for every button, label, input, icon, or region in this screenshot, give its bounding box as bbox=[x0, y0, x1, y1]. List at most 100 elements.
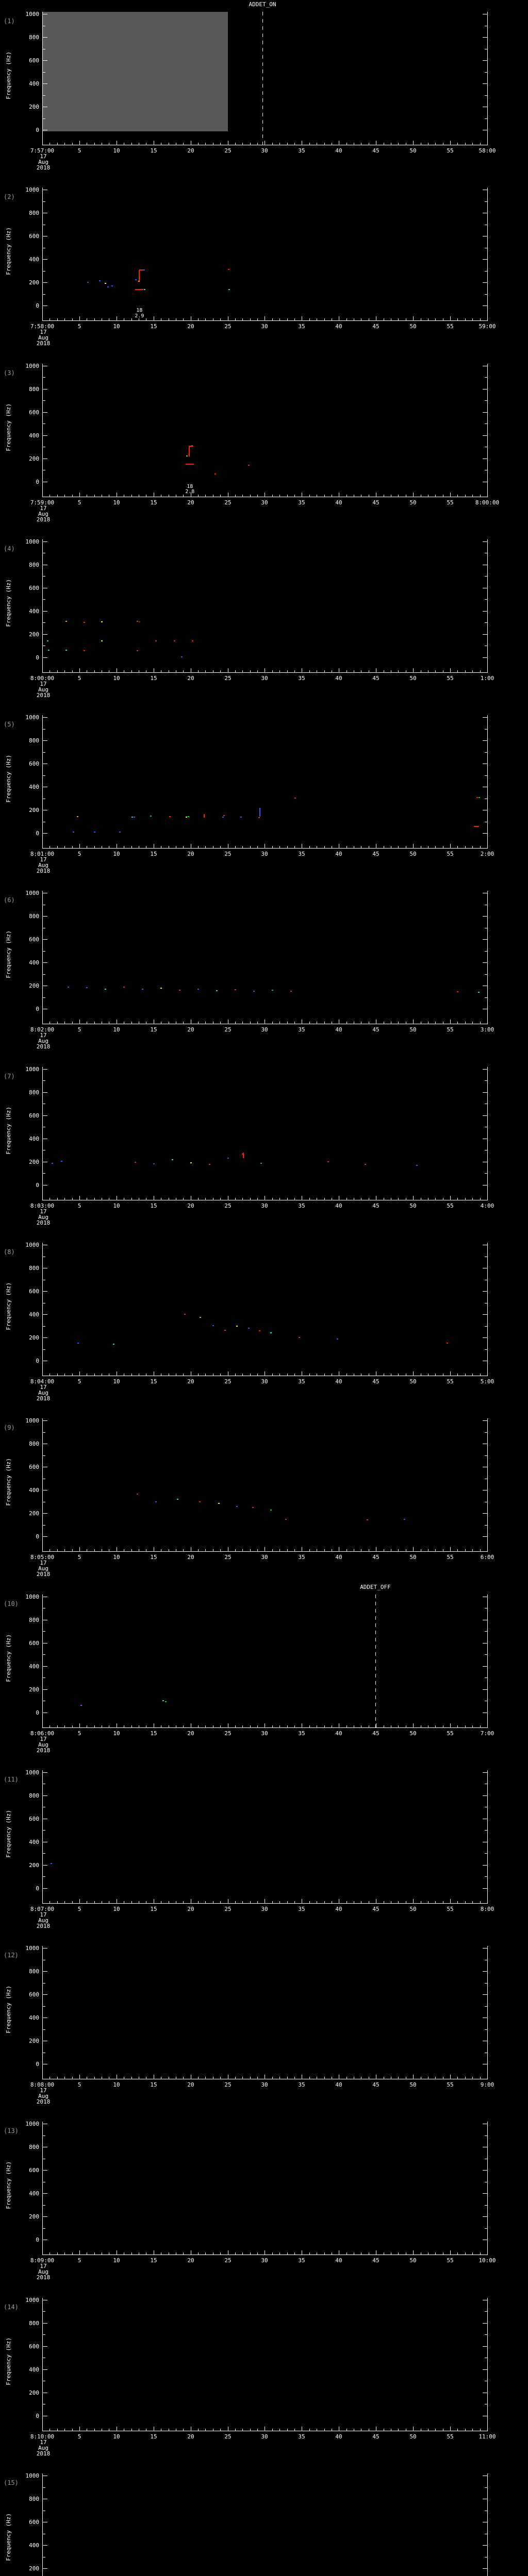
panel-11-x-tick-label: 25 bbox=[224, 1905, 232, 1912]
panel-1-date-label: 2018 bbox=[36, 164, 51, 171]
panel-15-y-tick-label: 200 bbox=[29, 2565, 39, 2572]
panel-11-y-tick bbox=[43, 1772, 47, 1773]
panel-4-x-tick bbox=[346, 670, 347, 672]
panel-5-y-tick bbox=[43, 740, 47, 741]
panel-12-x-tick-label: 10 bbox=[113, 2081, 120, 2089]
panel-12-y-axis-left bbox=[42, 1946, 43, 2079]
panel-6-x-tick bbox=[42, 1020, 43, 1024]
panel-6-x-tick bbox=[435, 1022, 436, 1024]
panel-7-x-tick bbox=[398, 1197, 399, 1200]
panel-8-feature-mark bbox=[248, 1328, 250, 1329]
panel-6-x-tick bbox=[287, 1022, 288, 1024]
panel-7-x-tick-label: 50 bbox=[409, 1202, 417, 1209]
panel-15-index-label: (15) bbox=[4, 2479, 19, 2487]
panel-5-y-axis-title: Frequency (Hz) bbox=[5, 755, 12, 803]
panel-7-x-tick-label: 8:03:00 bbox=[30, 1202, 55, 1209]
panel-5-y-tick bbox=[43, 775, 45, 776]
panel-11-y-tick bbox=[43, 1876, 45, 1877]
panel-5-x-tick bbox=[250, 846, 251, 849]
panel-15-y-tick bbox=[483, 2568, 487, 2569]
panel-1-y-tick bbox=[43, 72, 45, 73]
panel-2-x-tick-label: 45 bbox=[372, 323, 380, 330]
panel-2-x-tick bbox=[198, 318, 199, 321]
panel-3-y-tick-label: 800 bbox=[29, 385, 39, 393]
panel-5-x-tick bbox=[465, 846, 466, 849]
panel-10-x-tick-label: 8:06:00 bbox=[30, 1730, 55, 1737]
panel-5-x-tick bbox=[235, 846, 236, 849]
panel-10-x-tick bbox=[42, 1723, 43, 1727]
panel-4-feature-mark bbox=[83, 650, 85, 651]
panel-9-x-tick bbox=[205, 1549, 206, 1552]
panel-14-x-tick-label: 11:00 bbox=[478, 2433, 496, 2440]
panel-13-x-tick bbox=[480, 2252, 481, 2255]
panel-8-feature-mark bbox=[447, 1343, 449, 1344]
panel-14-x-tick bbox=[272, 2428, 273, 2431]
panel-4-x-tick bbox=[457, 670, 458, 672]
panel-10-feature-mark bbox=[80, 1705, 82, 1706]
panel-9-x-tick-label: 15 bbox=[150, 1554, 157, 1561]
panel-7-feature-mark bbox=[153, 1163, 155, 1165]
panel-4-y-tick-label: 400 bbox=[29, 607, 39, 615]
panel-4-x-tick bbox=[250, 670, 251, 672]
panel-3-x-tick bbox=[198, 494, 199, 497]
panel-10-y-tick bbox=[485, 1677, 487, 1679]
panel-2-y-tick-label: 800 bbox=[29, 210, 39, 217]
panel-4-feature-mark bbox=[137, 650, 139, 652]
panel-4-x-tick bbox=[398, 670, 399, 672]
panel-7-feature-mark bbox=[227, 1157, 229, 1159]
panel-11-x-tick bbox=[64, 1901, 65, 1903]
panel-9-x-tick-label: 10 bbox=[113, 1554, 120, 1561]
panel-14-x-tick bbox=[235, 2428, 236, 2431]
panel-7-x-tick bbox=[472, 1197, 473, 1200]
panel-7-feature-mark bbox=[61, 1160, 63, 1162]
panel-5-x-tick bbox=[294, 846, 295, 849]
panel-7-x-tick bbox=[487, 1195, 488, 1200]
panel-13-y-tick bbox=[483, 2216, 487, 2217]
panel-11-x-tick-label: 55 bbox=[447, 1905, 454, 1912]
panel-14-y-axis-title: Frequency (Hz) bbox=[5, 2337, 12, 2385]
panel-13-y-tick bbox=[43, 2170, 47, 2171]
panel-8-x-tick bbox=[257, 1374, 258, 1376]
panel-4-y-tick bbox=[43, 611, 47, 612]
panel-6-feature-mark bbox=[160, 987, 162, 989]
panel-7-feature-segment bbox=[242, 1153, 244, 1158]
panel-5-x-tick-label: 15 bbox=[150, 851, 157, 858]
panel-6-x-tick bbox=[64, 1022, 65, 1024]
panel-13-x-tick bbox=[457, 2252, 458, 2255]
panel-7-y-tick-label: 400 bbox=[29, 1135, 39, 1142]
panel-4-y-tick bbox=[485, 599, 487, 600]
panel-9-y-tick bbox=[483, 1513, 487, 1514]
panel-12-y-tick-label: 0 bbox=[36, 2061, 39, 2068]
panel-5-x-tick-label: 30 bbox=[261, 851, 268, 858]
panel-5-x-tick bbox=[42, 844, 43, 849]
panel-1-y-tick-label: 600 bbox=[29, 57, 39, 64]
panel-5-x-tick bbox=[205, 846, 206, 849]
panel-10-y-tick bbox=[485, 1631, 487, 1632]
panel-15-y-tick bbox=[483, 2545, 487, 2546]
panel-5-x-tick-label: 45 bbox=[372, 851, 380, 858]
panel-12-x-tick bbox=[57, 2077, 58, 2079]
panel-6-feature-mark bbox=[105, 989, 107, 990]
panel-3-x-tick bbox=[64, 494, 65, 497]
panel-10-x-tick bbox=[309, 1725, 310, 1727]
panel-9-feature-mark bbox=[270, 1510, 272, 1511]
panel-9-x-tick bbox=[472, 1549, 473, 1552]
panel-5-x-tick bbox=[413, 844, 414, 849]
panel-11-y-axis-left bbox=[42, 1770, 43, 1903]
panel-7-x-tick bbox=[79, 1195, 80, 1200]
panel-3-y-tick bbox=[485, 377, 487, 378]
panel-5-x-tick bbox=[324, 846, 325, 849]
panel-3-y-tick bbox=[483, 435, 487, 436]
panel-13-x-tick-label: 30 bbox=[261, 2257, 268, 2264]
panel-10-x-tick bbox=[487, 1723, 488, 1727]
panel-11-y-tick bbox=[485, 1853, 487, 1854]
panel-5-y-tick bbox=[483, 740, 487, 741]
panel-1-x-tick bbox=[465, 143, 466, 145]
panel-12-y-tick bbox=[485, 2029, 487, 2030]
panel-6-feature-mark bbox=[142, 988, 144, 990]
panel-10-y-axis-left bbox=[42, 1594, 43, 1727]
panel-10-x-tick bbox=[324, 1725, 325, 1727]
panel-4-y-tick-label: 1000 bbox=[25, 538, 40, 545]
panel-15-y-tick-label: 1000 bbox=[25, 2472, 40, 2480]
panel-7-x-tick bbox=[324, 1197, 325, 1200]
